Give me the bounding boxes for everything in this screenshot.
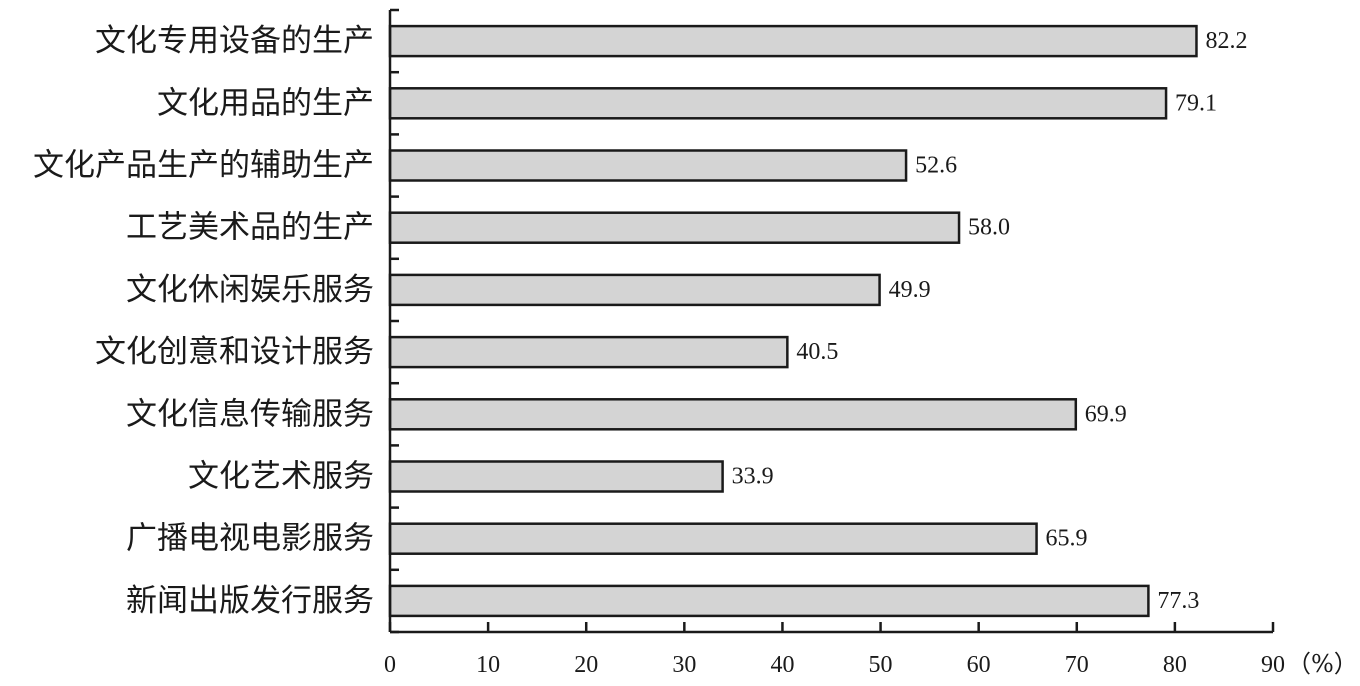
- x-tick-label: 60: [967, 652, 991, 678]
- category-label: 工艺美术品的生产: [126, 210, 374, 246]
- bar: [388, 398, 1078, 431]
- x-tick-label: 0: [384, 652, 396, 678]
- x-tick-label: 80: [1163, 652, 1187, 678]
- bar: [388, 87, 1168, 120]
- bar: [388, 273, 881, 307]
- value-labels: 82.2 79.1 52.6 58.0 49.9 40.5 69.9 33.9 65.9 77.3: [732, 28, 1248, 614]
- bar: [388, 460, 724, 493]
- value-label: 79.1: [1175, 90, 1217, 116]
- bar: [388, 211, 961, 244]
- x-tick-label: 10: [476, 652, 500, 678]
- value-label: 69.9: [1085, 401, 1127, 427]
- x-tick-label: 70: [1065, 652, 1089, 678]
- x-axis-ticks: [388, 622, 1275, 632]
- x-tick-label: 30: [672, 652, 696, 678]
- x-tick-label: 50: [869, 652, 893, 678]
- x-axis-unit: （%）: [1287, 650, 1358, 678]
- bar: [388, 522, 1038, 555]
- bar: [388, 584, 1150, 618]
- value-label: 58.0: [968, 215, 1010, 241]
- category-label: 文化信息传输服务: [126, 396, 374, 432]
- category-label: 文化创意和设计服务: [95, 334, 374, 370]
- value-label: 77.3: [1157, 588, 1199, 614]
- value-label: 82.2: [1205, 28, 1247, 54]
- category-label: 广播电视电影服务: [126, 521, 374, 557]
- x-tick-label: 40: [770, 652, 794, 678]
- category-label: 新闻出版发行服务: [126, 583, 374, 619]
- x-tick-labels: 0 10 20 30 40 50 60 70 80 90: [384, 652, 1285, 678]
- value-label: 33.9: [732, 464, 774, 490]
- bar: [388, 335, 789, 369]
- category-label: 文化产品生产的辅助生产: [33, 148, 374, 184]
- bar: [388, 24, 1198, 58]
- category-labels: 文化专用设备的生产文化用品的生产文化产品生产的辅助生产工艺美术品的生产文化休闲娱…: [33, 23, 374, 619]
- bar: [388, 149, 908, 182]
- value-label: 52.6: [915, 153, 957, 179]
- value-label: 65.9: [1046, 526, 1088, 552]
- value-label: 49.9: [889, 277, 931, 303]
- x-tick-label: 90: [1261, 652, 1285, 678]
- category-label: 文化专用设备的生产: [95, 23, 374, 59]
- bars: [388, 24, 1198, 618]
- value-label: 40.5: [796, 339, 838, 365]
- category-label: 文化用品的生产: [157, 85, 374, 121]
- category-label: 文化休闲娱乐服务: [126, 272, 374, 308]
- x-tick-label: 20: [574, 652, 598, 678]
- category-label: 文化艺术服务: [188, 459, 374, 495]
